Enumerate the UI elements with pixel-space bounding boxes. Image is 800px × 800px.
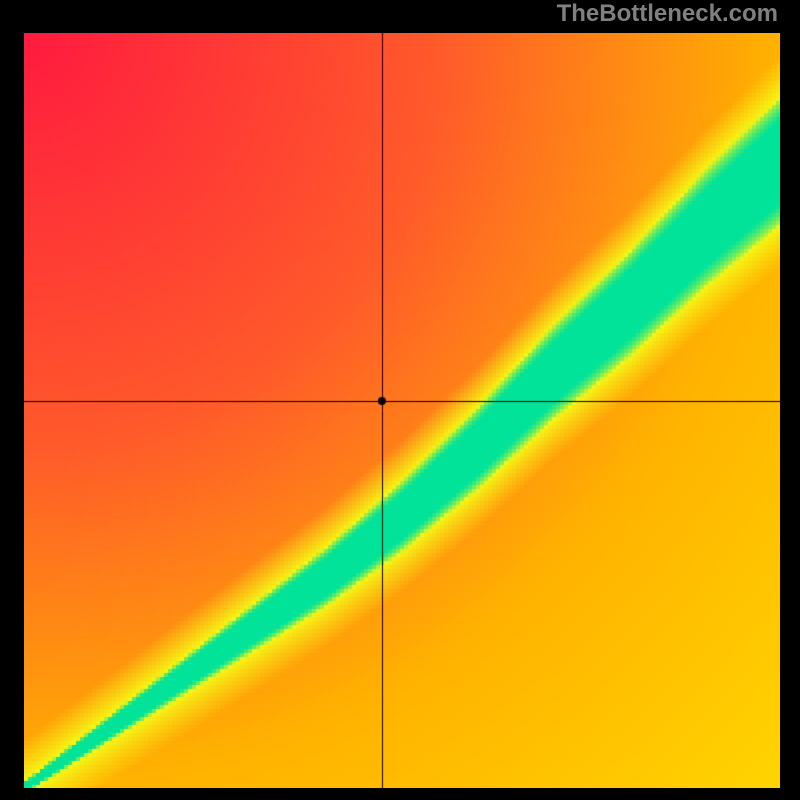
watermark-text: TheBottleneck.com xyxy=(557,0,778,28)
chart-container: TheBottleneck.com xyxy=(0,0,800,800)
bottleneck-heatmap xyxy=(24,33,780,788)
